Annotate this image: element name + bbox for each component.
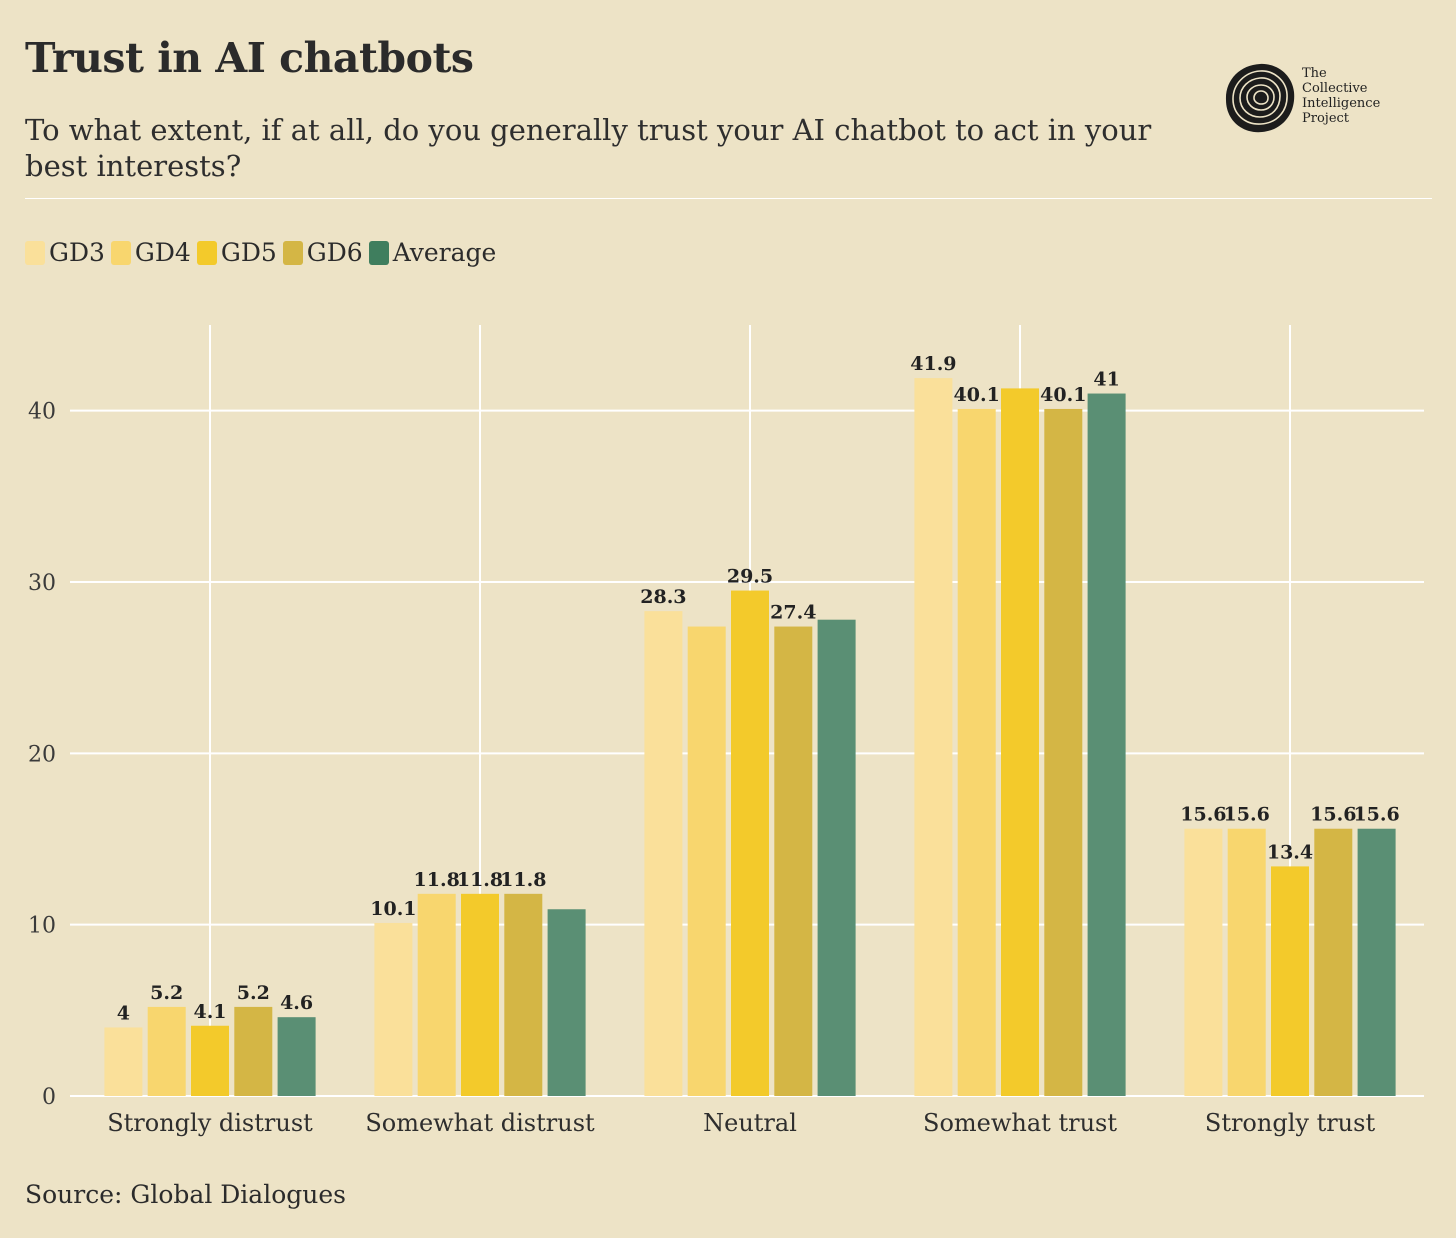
- bar-gd4-neutral: [687, 626, 726, 1096]
- bar-gd3-somewhat-trust: [914, 378, 953, 1096]
- tree-rings-icon: [1225, 63, 1295, 133]
- x-tick-label: Somewhat trust: [923, 1109, 1117, 1137]
- data-label: 5.2: [237, 982, 270, 1004]
- bar-gd5-strongly-distrust: [191, 1025, 229, 1096]
- logo-line: Intelligence: [1302, 96, 1381, 111]
- bar-average-somewhat-distrust: [547, 909, 586, 1096]
- data-label: 4.1: [193, 1001, 226, 1023]
- bar-gd4-somewhat-trust: [957, 408, 996, 1096]
- bar-gd3-strongly-trust: [1184, 828, 1223, 1096]
- data-label: 15.6: [1224, 804, 1270, 826]
- collective-intelligence-project-logo: The Collective Intelligence Project: [1224, 62, 1434, 134]
- data-label: 15.6: [1310, 804, 1356, 826]
- logo-line: Collective: [1302, 81, 1368, 96]
- header-divider: [25, 198, 1432, 199]
- data-label: 29.5: [727, 566, 773, 588]
- legend-item-gd4: GD4: [110, 238, 191, 267]
- logo-line: The: [1302, 66, 1327, 81]
- legend-item-average: Average: [368, 238, 497, 267]
- data-label: 15.6: [1180, 804, 1226, 826]
- data-label: 27.4: [770, 602, 816, 624]
- y-tick-label: 0: [42, 1085, 56, 1110]
- legend-item-gd5: GD5: [196, 238, 277, 267]
- bar-gd3-neutral: [644, 611, 683, 1096]
- legend-label: GD6: [306, 238, 363, 267]
- bar-gd5-neutral: [731, 590, 769, 1096]
- legend-swatch: [25, 240, 45, 265]
- data-label: 4: [117, 1002, 130, 1024]
- bar-gd6-neutral: [774, 626, 813, 1096]
- bar-gd3-strongly-distrust: [104, 1027, 143, 1096]
- legend-label: GD4: [134, 238, 191, 267]
- bar-gd6-strongly-distrust: [234, 1006, 273, 1096]
- bar-gd5-somewhat-trust: [1001, 388, 1039, 1097]
- source-note: Source: Global Dialogues: [25, 1180, 346, 1209]
- bar-average-strongly-distrust: [277, 1017, 316, 1096]
- legend-item-gd6: GD6: [282, 238, 363, 267]
- y-tick-label: 20: [28, 742, 56, 767]
- bar-gd6-strongly-trust: [1314, 828, 1353, 1096]
- data-label: 40.1: [1040, 384, 1086, 406]
- bar-gd3-somewhat-distrust: [374, 922, 413, 1096]
- legend-swatch: [196, 240, 217, 265]
- y-tick-label: 10: [28, 914, 56, 939]
- legend-swatch: [368, 240, 389, 265]
- legend-swatch: [282, 240, 303, 265]
- bar-gd4-strongly-trust: [1227, 828, 1266, 1096]
- bar-gd5-strongly-trust: [1271, 866, 1309, 1096]
- data-label: 11.8: [414, 869, 460, 891]
- logo-line: Project: [1302, 111, 1350, 126]
- data-label: 41: [1093, 369, 1119, 391]
- logo-wordmark: The Collective Intelligence Project: [1302, 66, 1432, 126]
- chart-legend: GD3 GD4 GD5 GD6 Average: [25, 238, 502, 267]
- data-label: 13.4: [1267, 841, 1313, 863]
- x-tick-label: Neutral: [703, 1109, 797, 1137]
- data-label: 11.8: [500, 869, 546, 891]
- x-tick-label: Strongly trust: [1205, 1109, 1376, 1137]
- bar-gd6-somewhat-distrust: [504, 893, 543, 1096]
- bar-average-neutral: [817, 619, 856, 1096]
- chart-subtitle: To what extent, if at all, do you genera…: [25, 113, 1152, 183]
- bar-gd5-somewhat-distrust: [461, 893, 499, 1096]
- x-tick-label: Strongly distrust: [107, 1109, 313, 1137]
- data-label: 28.3: [640, 586, 686, 608]
- x-tick-label: Somewhat distrust: [365, 1109, 595, 1137]
- legend-label: GD5: [220, 238, 277, 267]
- data-label: 40.1: [954, 384, 1000, 406]
- bar-gd4-somewhat-distrust: [417, 893, 456, 1096]
- y-tick-label: 40: [28, 400, 56, 425]
- data-label: 5.2: [150, 982, 183, 1004]
- bar-gd4-strongly-distrust: [147, 1006, 186, 1096]
- legend-swatch: [110, 240, 131, 265]
- data-label: 10.1: [370, 898, 416, 920]
- legend-label: GD3: [49, 238, 105, 267]
- data-label: 15.6: [1353, 804, 1399, 826]
- bar-average-somewhat-trust: [1087, 393, 1126, 1096]
- data-label: 41.9: [910, 353, 956, 375]
- chart-title: Trust in AI chatbots: [25, 34, 474, 82]
- bar-gd6-somewhat-trust: [1044, 408, 1083, 1096]
- legend-label: Average: [392, 238, 497, 267]
- y-tick-label: 30: [28, 571, 56, 596]
- data-label: 11.8: [457, 869, 503, 891]
- bar-average-strongly-trust: [1357, 828, 1396, 1096]
- data-label: 4.6: [280, 992, 313, 1014]
- legend-item-gd3: GD3: [25, 238, 105, 267]
